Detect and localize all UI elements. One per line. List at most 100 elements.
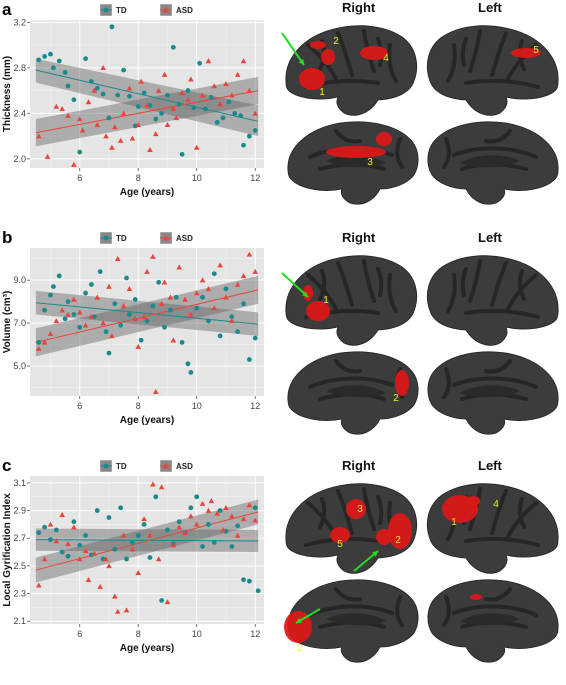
data-point-asd bbox=[138, 78, 144, 84]
sulcus bbox=[334, 129, 362, 144]
sulcus bbox=[484, 359, 512, 374]
legend-label: ASD bbox=[176, 6, 193, 15]
sulcus bbox=[464, 78, 540, 89]
data-point-asd bbox=[147, 146, 153, 153]
chart-thickness: 6 8 10 12 2.0 2.4 2.8 3.2 TD ASD Age (years) Thickn… bbox=[2, 3, 264, 198]
data-point-asd bbox=[246, 87, 253, 93]
data-point-asd bbox=[53, 538, 60, 544]
arrow-line bbox=[281, 272, 309, 298]
data-point-asd bbox=[188, 311, 194, 317]
data-point-td bbox=[188, 370, 194, 375]
x-tick-label: 10 bbox=[192, 401, 202, 411]
data-point-asd bbox=[155, 556, 162, 562]
activation-cluster bbox=[284, 611, 312, 643]
data-point-td bbox=[188, 505, 194, 511]
data-point-asd bbox=[193, 144, 200, 150]
brain-right-lateral: 2 4 1 bbox=[281, 25, 418, 116]
sulcus bbox=[306, 273, 338, 311]
data-point-asd bbox=[150, 253, 156, 259]
data-point-asd bbox=[71, 524, 77, 530]
data-point-td bbox=[179, 151, 185, 157]
hemisphere-label-right: Right bbox=[342, 0, 376, 15]
legend-marker bbox=[103, 235, 109, 241]
data-point-asd bbox=[129, 546, 136, 552]
y-tick-label: 9.0 bbox=[13, 275, 26, 285]
region-label: 5 bbox=[337, 539, 343, 550]
sulcus bbox=[308, 376, 394, 389]
y-tick-label: 3.2 bbox=[13, 17, 26, 27]
data-point-td bbox=[252, 128, 258, 133]
sulcus bbox=[452, 604, 538, 617]
region-label: 2 bbox=[333, 36, 339, 47]
legend-marker bbox=[103, 463, 109, 469]
data-point-td bbox=[185, 88, 191, 93]
plot-background bbox=[30, 20, 264, 168]
data-point-td bbox=[121, 67, 126, 73]
activation-cluster bbox=[346, 499, 366, 519]
x-tick-label: 6 bbox=[77, 173, 82, 183]
data-point-td bbox=[141, 522, 147, 527]
panel-letter: c bbox=[2, 456, 12, 475]
data-point-asd bbox=[135, 121, 142, 127]
data-point-td bbox=[132, 123, 138, 129]
data-point-asd bbox=[240, 516, 247, 522]
data-point-td bbox=[170, 44, 176, 50]
data-point-td bbox=[106, 515, 112, 520]
legend-label: TD bbox=[116, 6, 127, 15]
region-label: 3 bbox=[357, 504, 363, 515]
brain-left-medial bbox=[427, 351, 559, 435]
data-point-asd bbox=[188, 76, 194, 82]
data-point-td bbox=[109, 24, 115, 30]
data-point-td bbox=[165, 92, 170, 98]
data-point-asd bbox=[129, 135, 136, 141]
data-point-td bbox=[48, 292, 53, 298]
data-point-asd bbox=[252, 268, 259, 274]
data-point-asd bbox=[152, 388, 159, 394]
data-point-td bbox=[255, 588, 261, 594]
plot-background bbox=[30, 476, 264, 624]
data-point-asd bbox=[114, 608, 121, 614]
data-point-asd bbox=[229, 318, 235, 324]
data-point-td bbox=[106, 350, 112, 356]
data-point-td bbox=[127, 312, 132, 317]
brain-right-medial: 3 bbox=[287, 121, 419, 205]
data-point-asd bbox=[132, 315, 139, 322]
data-point-asd bbox=[193, 521, 200, 527]
data-point-asd bbox=[240, 58, 247, 64]
x-tick-label: 6 bbox=[77, 629, 82, 639]
data-point-td bbox=[129, 539, 135, 545]
data-point-td bbox=[124, 556, 129, 562]
data-point-asd bbox=[150, 481, 156, 487]
hemisphere-label-left: Left bbox=[478, 0, 502, 15]
data-point-td bbox=[132, 297, 138, 302]
data-point-asd bbox=[135, 343, 142, 349]
sulcus bbox=[446, 273, 457, 313]
sulcus bbox=[376, 267, 384, 297]
activation-cluster bbox=[326, 146, 386, 158]
corpus-callosum bbox=[460, 155, 520, 168]
data-point-td bbox=[112, 546, 118, 552]
data-point-asd bbox=[103, 133, 109, 139]
data-point-asd bbox=[205, 58, 212, 64]
data-point-asd bbox=[100, 65, 106, 71]
activation-cluster bbox=[395, 370, 409, 396]
activation-cluster bbox=[303, 285, 313, 301]
data-point-td bbox=[211, 271, 217, 277]
data-point-asd bbox=[208, 498, 215, 504]
data-point-asd bbox=[199, 500, 206, 506]
region-label: 1 bbox=[319, 87, 325, 98]
data-point-asd bbox=[82, 547, 89, 553]
sulcus bbox=[452, 376, 538, 389]
data-point-asd bbox=[155, 87, 162, 93]
data-point-asd bbox=[234, 281, 241, 287]
data-point-asd bbox=[161, 71, 168, 77]
data-point-asd bbox=[117, 137, 124, 143]
data-point-asd bbox=[85, 99, 92, 105]
data-point-td bbox=[48, 51, 53, 57]
brain-right-lateral: 3 5 2 bbox=[285, 483, 418, 574]
data-point-asd bbox=[82, 322, 89, 328]
legend-marker bbox=[163, 463, 169, 469]
data-point-td bbox=[211, 539, 217, 545]
data-point-td bbox=[173, 294, 179, 300]
data-point-asd bbox=[94, 121, 101, 127]
